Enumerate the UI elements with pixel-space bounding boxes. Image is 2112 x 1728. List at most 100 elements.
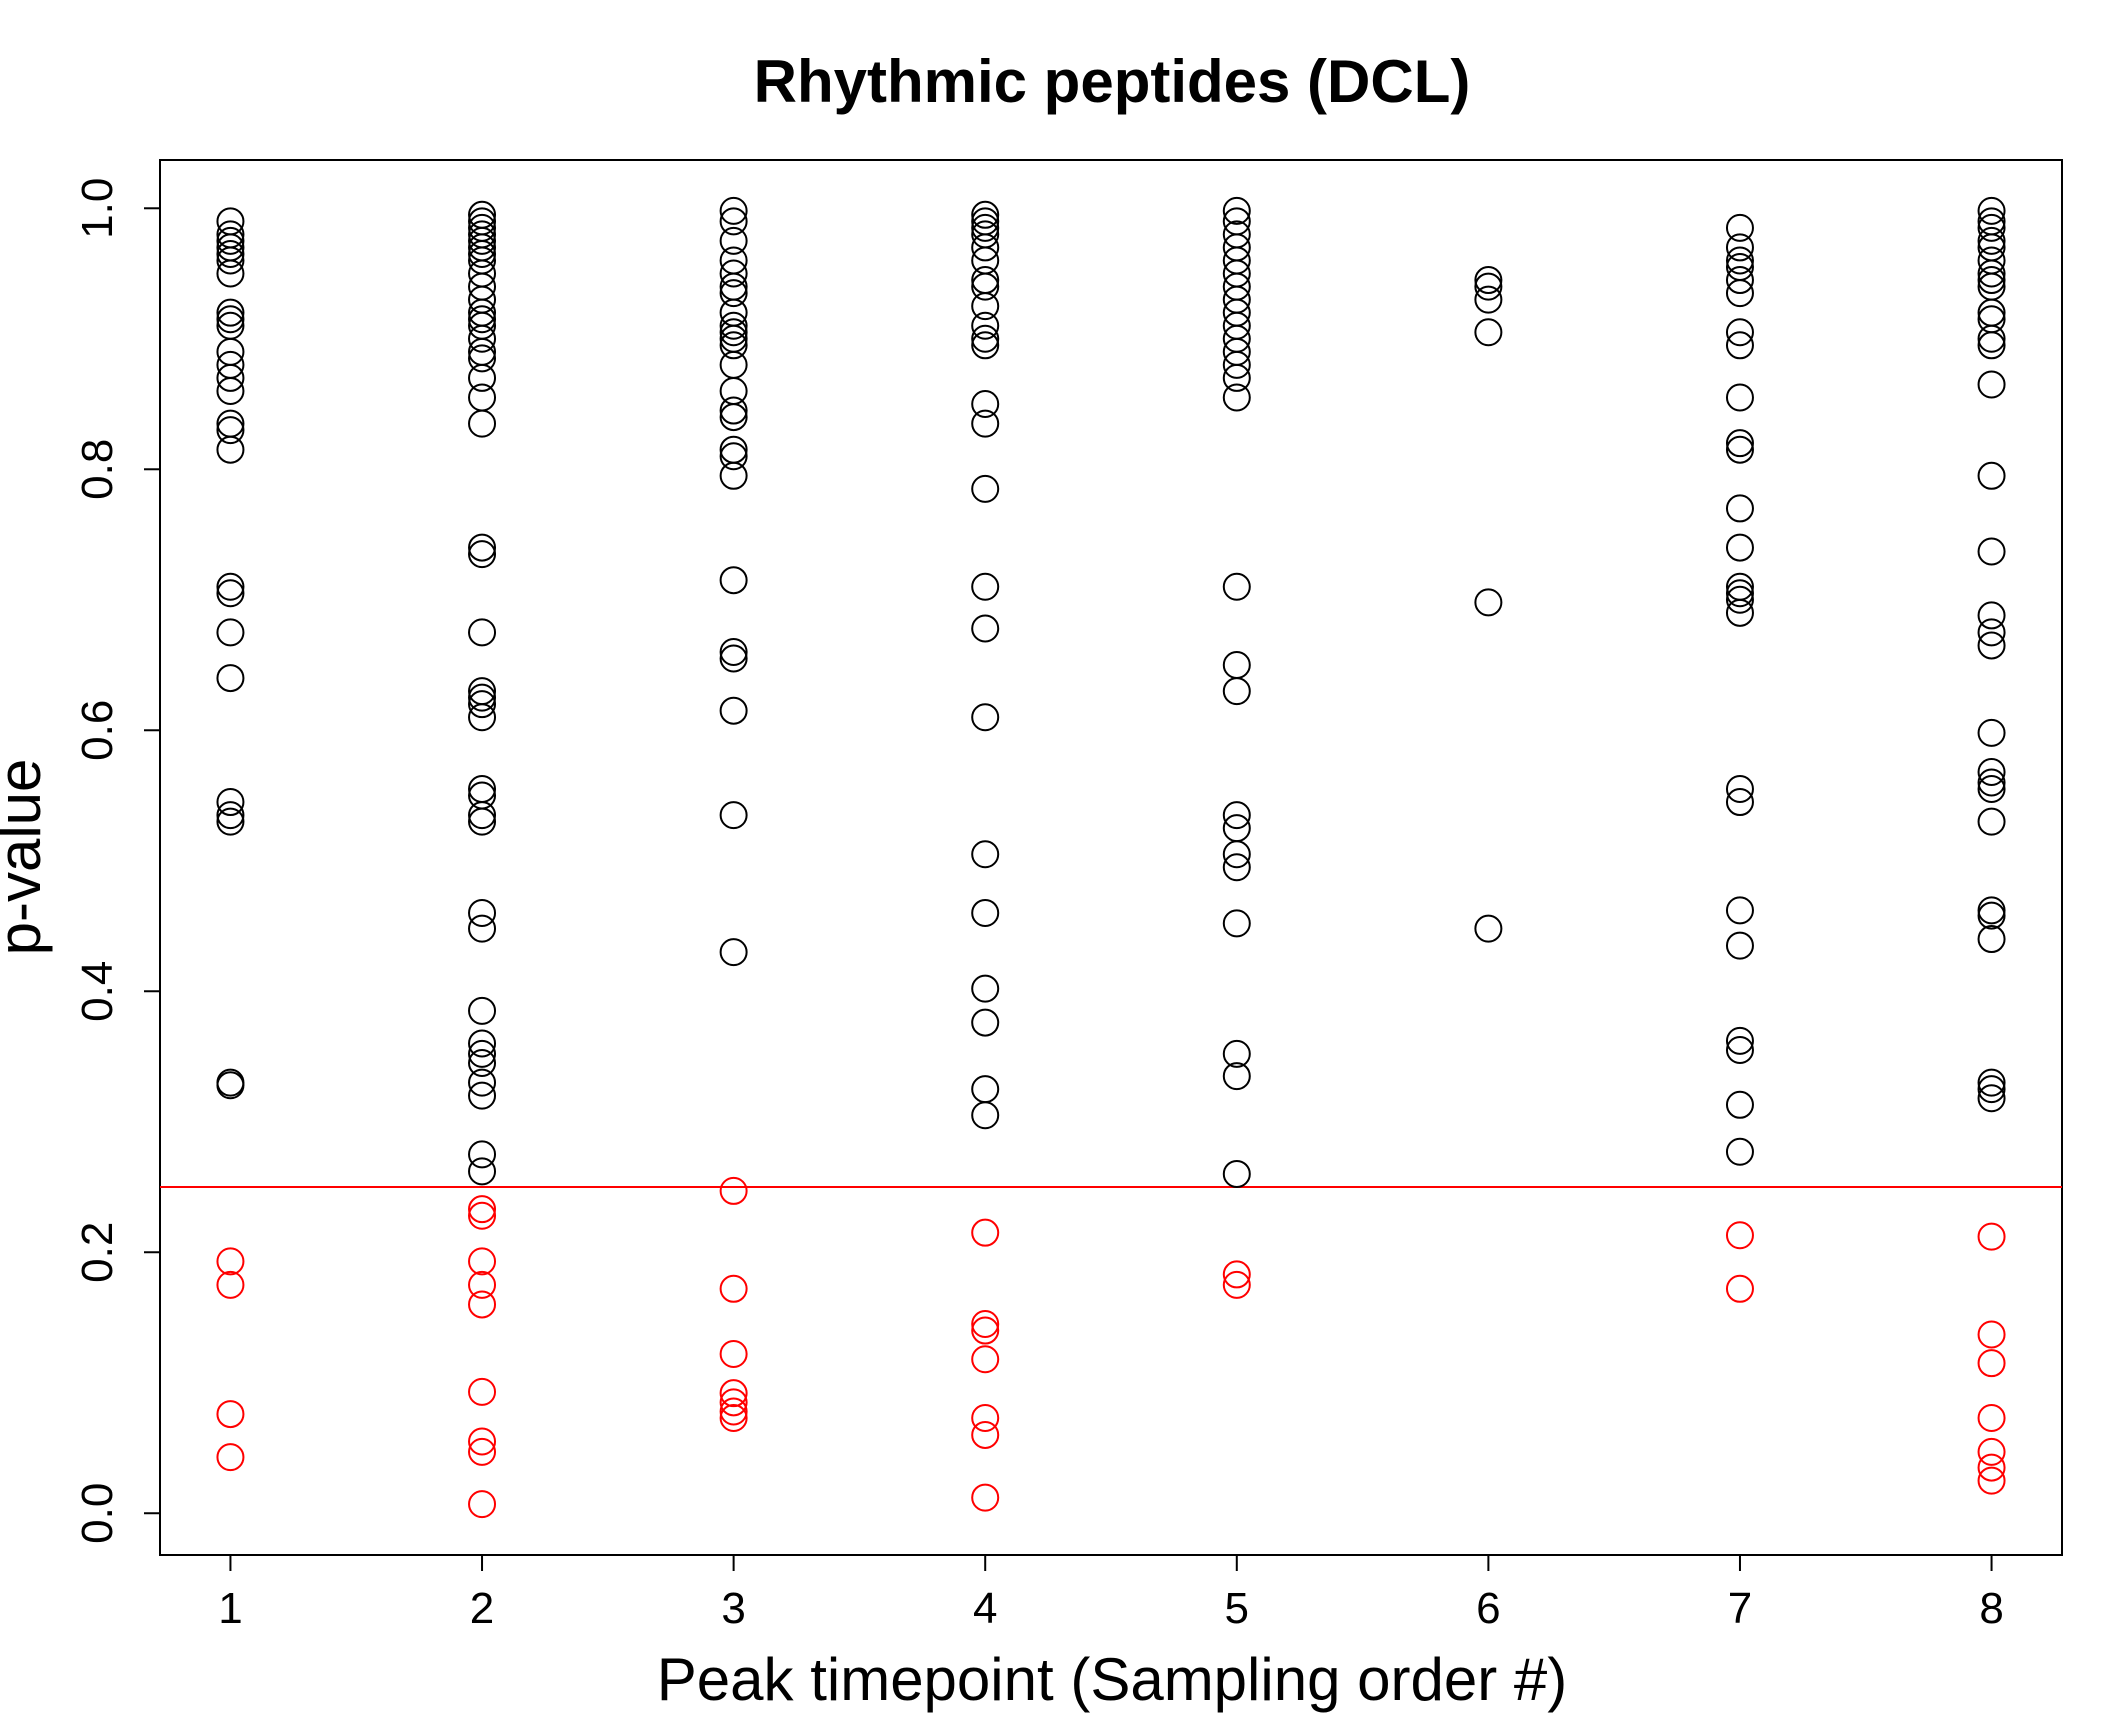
data-point xyxy=(1222,801,1251,830)
data-point xyxy=(216,1400,245,1429)
data-point xyxy=(1474,272,1503,301)
data-point xyxy=(216,435,245,464)
data-point xyxy=(1222,1062,1251,1091)
data-point xyxy=(468,1377,497,1406)
data-point xyxy=(1977,461,2006,490)
data-point xyxy=(468,540,497,569)
data-point xyxy=(1474,588,1503,617)
data-point xyxy=(1977,1466,2006,1495)
chart-title: Rhythmic peptides (DCL) xyxy=(754,48,1471,115)
data-point xyxy=(719,396,748,425)
data-point xyxy=(216,579,245,608)
data-point xyxy=(971,1075,1000,1104)
y-axis: 0.0 0.2 0.4 0.6 0.8 1.0 xyxy=(73,178,161,1544)
data-point xyxy=(971,311,1000,340)
data-point xyxy=(216,1071,245,1100)
data-point xyxy=(1725,579,1754,608)
data-point xyxy=(1977,1084,2006,1113)
data-point xyxy=(1222,363,1251,392)
y-tick-label: 0.0 xyxy=(73,1483,122,1544)
data-point xyxy=(216,572,245,601)
data-point xyxy=(971,409,1000,438)
data-point xyxy=(216,363,245,392)
data-point xyxy=(1977,1349,2006,1378)
data-point xyxy=(971,292,1000,321)
data-point xyxy=(971,390,1000,419)
data-point xyxy=(216,298,245,327)
data-point xyxy=(468,1140,497,1169)
data-point xyxy=(719,1403,748,1432)
data-point xyxy=(1977,774,2006,803)
x-tick-label: 7 xyxy=(1728,1584,1752,1633)
data-point xyxy=(216,409,245,438)
data-point xyxy=(1977,601,2006,630)
data-point xyxy=(468,618,497,647)
data-point xyxy=(468,690,497,719)
data-point xyxy=(719,938,748,967)
data-point xyxy=(719,1397,748,1426)
data-point xyxy=(468,1068,497,1097)
data-point xyxy=(1725,429,1754,458)
point-series xyxy=(216,1176,2006,1519)
data-point xyxy=(971,272,1000,301)
data-point xyxy=(1977,298,2006,327)
data-point xyxy=(1977,618,2006,647)
data-point xyxy=(468,226,497,255)
data-point xyxy=(216,618,245,647)
data-point xyxy=(1725,931,1754,960)
data-point xyxy=(468,533,497,562)
points-layer xyxy=(216,196,2006,1519)
plot-frame xyxy=(159,159,2063,1556)
data-point xyxy=(1725,585,1754,614)
data-point xyxy=(468,305,497,334)
data-point xyxy=(1725,774,1754,803)
data-point xyxy=(1725,1026,1754,1055)
data-point xyxy=(216,664,245,693)
x-tick-label: 3 xyxy=(721,1584,745,1633)
data-point xyxy=(216,259,245,288)
data-point xyxy=(1222,853,1251,882)
data-point xyxy=(468,1157,497,1186)
y-axis-label: p-value xyxy=(0,759,53,956)
data-point xyxy=(1977,370,2006,399)
data-point xyxy=(1977,1437,2006,1466)
data-point xyxy=(1725,1274,1754,1303)
data-point xyxy=(1222,572,1251,601)
data-point xyxy=(1222,677,1251,706)
y-tick-label: 0.6 xyxy=(73,700,122,761)
data-point xyxy=(468,1081,497,1110)
data-point xyxy=(216,788,245,817)
data-point xyxy=(1977,331,2006,360)
data-point xyxy=(216,807,245,836)
data-point xyxy=(971,898,1000,927)
data-point xyxy=(1725,896,1754,925)
data-point xyxy=(971,1316,1000,1345)
data-point xyxy=(1725,435,1754,464)
data-point xyxy=(1222,840,1251,869)
data-point xyxy=(468,807,497,836)
data-point xyxy=(216,246,245,275)
data-point xyxy=(971,324,1000,353)
data-point xyxy=(468,996,497,1025)
data-point xyxy=(1977,1320,2006,1349)
data-point xyxy=(971,1101,1000,1130)
data-point xyxy=(1977,537,2006,566)
x-tick-label: 2 xyxy=(470,1584,494,1633)
data-point xyxy=(1977,896,2006,925)
data-point xyxy=(971,1483,1000,1512)
data-point xyxy=(971,1008,1000,1037)
x-tick-label: 6 xyxy=(1476,1584,1500,1633)
data-point xyxy=(1977,631,2006,660)
data-point xyxy=(719,207,748,236)
data-point xyxy=(971,1403,1000,1432)
data-point xyxy=(1725,279,1754,308)
data-point xyxy=(216,1270,245,1299)
point-series xyxy=(216,196,2006,1188)
data-point xyxy=(719,461,748,490)
data-point xyxy=(468,1049,497,1078)
data-point xyxy=(971,213,1000,242)
data-point xyxy=(1725,331,1754,360)
data-point xyxy=(1977,213,2006,242)
data-point xyxy=(1977,226,2006,255)
